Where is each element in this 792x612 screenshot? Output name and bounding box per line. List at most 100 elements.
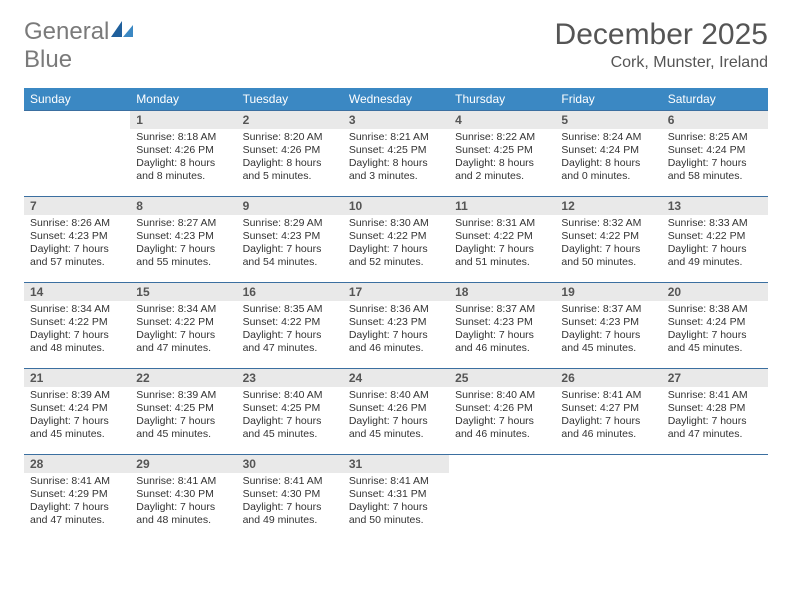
weekday-header: Monday (130, 88, 236, 111)
daylight-text-2: and 45 minutes. (30, 428, 124, 441)
calendar-day-cell: 17Sunrise: 8:36 AMSunset: 4:23 PMDayligh… (343, 283, 449, 369)
logo-sail-icon (111, 21, 133, 39)
calendar-day-cell: 20Sunrise: 8:38 AMSunset: 4:24 PMDayligh… (662, 283, 768, 369)
day-number: 15 (130, 283, 236, 301)
daylight-text-1: Daylight: 7 hours (243, 415, 337, 428)
weekday-header: Sunday (24, 88, 130, 111)
day-details: Sunrise: 8:21 AMSunset: 4:25 PMDaylight:… (343, 129, 449, 188)
daylight-text-2: and 45 minutes. (668, 342, 762, 355)
daylight-text-2: and 48 minutes. (30, 342, 124, 355)
day-number: 3 (343, 111, 449, 129)
daylight-text-2: and 3 minutes. (349, 170, 443, 183)
daylight-text-1: Daylight: 8 hours (136, 157, 230, 170)
sunrise-text: Sunrise: 8:24 AM (561, 131, 655, 144)
calendar-day-cell: 23Sunrise: 8:40 AMSunset: 4:25 PMDayligh… (237, 369, 343, 455)
sunrise-text: Sunrise: 8:22 AM (455, 131, 549, 144)
sunset-text: Sunset: 4:23 PM (455, 316, 549, 329)
sunrise-text: Sunrise: 8:37 AM (561, 303, 655, 316)
day-details: Sunrise: 8:27 AMSunset: 4:23 PMDaylight:… (130, 215, 236, 274)
sunrise-text: Sunrise: 8:41 AM (349, 475, 443, 488)
calendar-day-cell: 4Sunrise: 8:22 AMSunset: 4:25 PMDaylight… (449, 111, 555, 197)
day-details: Sunrise: 8:40 AMSunset: 4:26 PMDaylight:… (449, 387, 555, 446)
day-number: 19 (555, 283, 661, 301)
daylight-text-2: and 55 minutes. (136, 256, 230, 269)
daylight-text-2: and 46 minutes. (455, 428, 549, 441)
calendar-day-cell: 21Sunrise: 8:39 AMSunset: 4:24 PMDayligh… (24, 369, 130, 455)
day-details: Sunrise: 8:41 AMSunset: 4:28 PMDaylight:… (662, 387, 768, 446)
sunset-text: Sunset: 4:23 PM (243, 230, 337, 243)
daylight-text-2: and 57 minutes. (30, 256, 124, 269)
sunrise-text: Sunrise: 8:20 AM (243, 131, 337, 144)
calendar-week-row: 21Sunrise: 8:39 AMSunset: 4:24 PMDayligh… (24, 369, 768, 455)
daylight-text-2: and 47 minutes. (243, 342, 337, 355)
sunset-text: Sunset: 4:24 PM (30, 402, 124, 415)
sunrise-text: Sunrise: 8:32 AM (561, 217, 655, 230)
calendar-week-row: 14Sunrise: 8:34 AMSunset: 4:22 PMDayligh… (24, 283, 768, 369)
day-number: 26 (555, 369, 661, 387)
daylight-text-1: Daylight: 7 hours (243, 329, 337, 342)
daylight-text-1: Daylight: 8 hours (561, 157, 655, 170)
calendar-day-cell: .. (24, 111, 130, 197)
day-number: 2 (237, 111, 343, 129)
daylight-text-2: and 45 minutes. (243, 428, 337, 441)
day-details: Sunrise: 8:39 AMSunset: 4:24 PMDaylight:… (24, 387, 130, 446)
calendar-table: SundayMondayTuesdayWednesdayThursdayFrid… (24, 88, 768, 541)
weekday-header: Tuesday (237, 88, 343, 111)
header: General Blue December 2025 Cork, Munster… (24, 18, 768, 74)
sunrise-text: Sunrise: 8:38 AM (668, 303, 762, 316)
day-details: Sunrise: 8:24 AMSunset: 4:24 PMDaylight:… (555, 129, 661, 188)
logo-text-2: Blue (24, 46, 72, 73)
sunset-text: Sunset: 4:24 PM (668, 316, 762, 329)
daylight-text-1: Daylight: 8 hours (243, 157, 337, 170)
day-details: Sunrise: 8:32 AMSunset: 4:22 PMDaylight:… (555, 215, 661, 274)
day-details: Sunrise: 8:30 AMSunset: 4:22 PMDaylight:… (343, 215, 449, 274)
daylight-text-1: Daylight: 8 hours (455, 157, 549, 170)
daylight-text-2: and 47 minutes. (668, 428, 762, 441)
logo-text-1: General (24, 18, 109, 45)
sunrise-text: Sunrise: 8:40 AM (455, 389, 549, 402)
daylight-text-2: and 49 minutes. (668, 256, 762, 269)
location-text: Cork, Munster, Ireland (555, 54, 768, 72)
day-details: Sunrise: 8:29 AMSunset: 4:23 PMDaylight:… (237, 215, 343, 274)
day-details: Sunrise: 8:41 AMSunset: 4:30 PMDaylight:… (130, 473, 236, 532)
daylight-text-1: Daylight: 7 hours (668, 157, 762, 170)
daylight-text-2: and 46 minutes. (561, 428, 655, 441)
daylight-text-2: and 50 minutes. (349, 514, 443, 527)
daylight-text-2: and 51 minutes. (455, 256, 549, 269)
daylight-text-1: Daylight: 7 hours (30, 415, 124, 428)
daylight-text-2: and 45 minutes. (136, 428, 230, 441)
daylight-text-1: Daylight: 7 hours (455, 329, 549, 342)
calendar-day-cell: 29Sunrise: 8:41 AMSunset: 4:30 PMDayligh… (130, 455, 236, 541)
sunrise-text: Sunrise: 8:41 AM (668, 389, 762, 402)
sunset-text: Sunset: 4:22 PM (561, 230, 655, 243)
day-details: Sunrise: 8:35 AMSunset: 4:22 PMDaylight:… (237, 301, 343, 360)
sunset-text: Sunset: 4:23 PM (561, 316, 655, 329)
calendar-day-cell: 18Sunrise: 8:37 AMSunset: 4:23 PMDayligh… (449, 283, 555, 369)
day-details: Sunrise: 8:37 AMSunset: 4:23 PMDaylight:… (449, 301, 555, 360)
daylight-text-2: and 47 minutes. (136, 342, 230, 355)
daylight-text-2: and 52 minutes. (349, 256, 443, 269)
calendar-day-cell: 16Sunrise: 8:35 AMSunset: 4:22 PMDayligh… (237, 283, 343, 369)
daylight-text-1: Daylight: 7 hours (668, 243, 762, 256)
sunset-text: Sunset: 4:31 PM (349, 488, 443, 501)
day-details: Sunrise: 8:39 AMSunset: 4:25 PMDaylight:… (130, 387, 236, 446)
day-number: 31 (343, 455, 449, 473)
daylight-text-2: and 58 minutes. (668, 170, 762, 183)
daylight-text-1: Daylight: 7 hours (349, 329, 443, 342)
day-number: 24 (343, 369, 449, 387)
calendar-day-cell: 31Sunrise: 8:41 AMSunset: 4:31 PMDayligh… (343, 455, 449, 541)
daylight-text-2: and 2 minutes. (455, 170, 549, 183)
sunrise-text: Sunrise: 8:29 AM (243, 217, 337, 230)
calendar-week-row: 28Sunrise: 8:41 AMSunset: 4:29 PMDayligh… (24, 455, 768, 541)
calendar-day-cell: 13Sunrise: 8:33 AMSunset: 4:22 PMDayligh… (662, 197, 768, 283)
daylight-text-2: and 5 minutes. (243, 170, 337, 183)
calendar-day-cell: 22Sunrise: 8:39 AMSunset: 4:25 PMDayligh… (130, 369, 236, 455)
day-number: 6 (662, 111, 768, 129)
day-details: Sunrise: 8:34 AMSunset: 4:22 PMDaylight:… (24, 301, 130, 360)
calendar-day-cell: 28Sunrise: 8:41 AMSunset: 4:29 PMDayligh… (24, 455, 130, 541)
sunset-text: Sunset: 4:26 PM (136, 144, 230, 157)
weekday-header: Saturday (662, 88, 768, 111)
day-number: 20 (662, 283, 768, 301)
calendar-day-cell: 1Sunrise: 8:18 AMSunset: 4:26 PMDaylight… (130, 111, 236, 197)
calendar-day-cell: 25Sunrise: 8:40 AMSunset: 4:26 PMDayligh… (449, 369, 555, 455)
